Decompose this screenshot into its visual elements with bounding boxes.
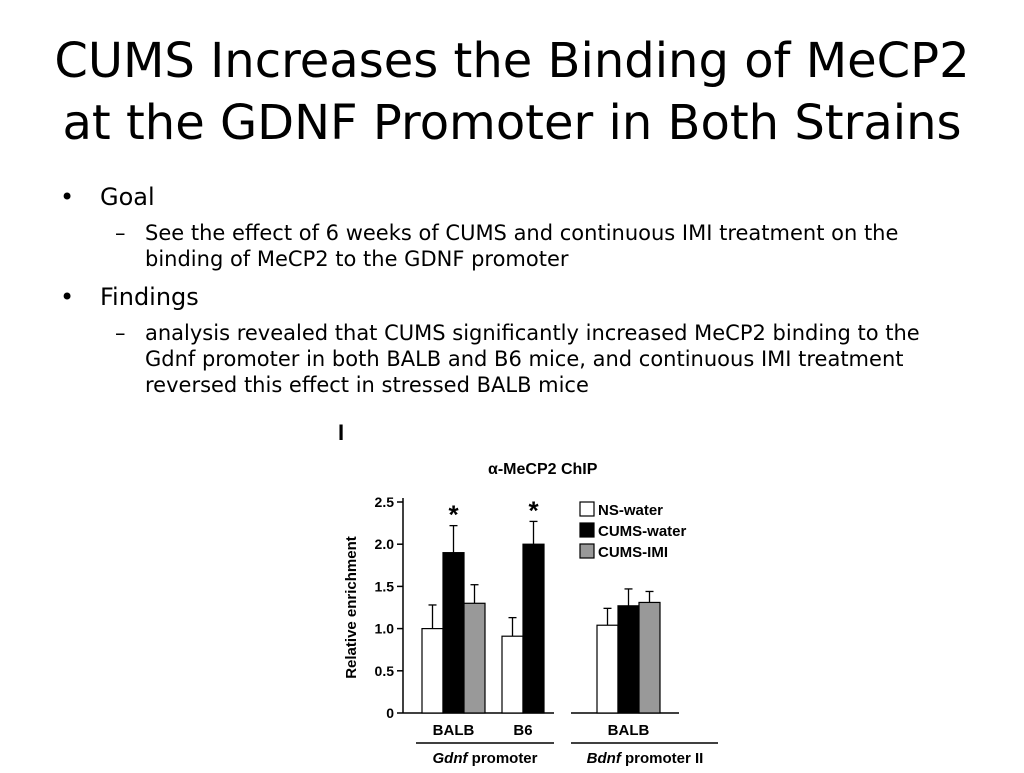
slide-title: CUMS Increases the Binding of MeCP2 at t…	[40, 30, 984, 154]
title-line-2: at the GDNF Promoter in Both Strains	[62, 95, 962, 151]
y-tick-label: 2.5	[375, 494, 395, 510]
bar-chart: Iα-MeCP2 ChIP 0 0.5 1.0 1.5 2.0 2.5 Relative en…	[338, 420, 718, 767]
bar-cums-water	[617, 605, 640, 714]
sub-bullet-findings: – analysis revealed that CUMS significan…	[60, 320, 945, 398]
legend-label: CUMS-IMI	[598, 544, 668, 561]
y-axis-label: Relative enrichment	[343, 536, 360, 679]
x-category-label: BALB	[608, 722, 650, 739]
x-category-label: BALB	[433, 722, 475, 739]
bullet-findings: • Findings	[60, 282, 980, 312]
bar-cums-water	[522, 543, 545, 714]
y-tick-label: 0	[386, 705, 394, 721]
bullet-dot: •	[60, 283, 75, 311]
y-tick-label: 1.0	[375, 621, 395, 637]
y-tick-label: 0.5	[375, 663, 395, 679]
bullet-list: • Goal – See the effect of 6 weeks of CU…	[60, 182, 980, 408]
sub-bullet-goal: – See the effect of 6 weeks of CUMS and …	[60, 220, 945, 272]
panel-label: I	[338, 420, 344, 445]
bar-ns-water	[501, 635, 524, 714]
bar-cums-imi	[638, 601, 661, 714]
chart-title: α-MeCP2 ChIP	[488, 461, 598, 478]
bullet-goal: • Goal	[60, 182, 980, 212]
sub-bullet-dash: –	[115, 221, 126, 245]
group-label: Bdnf promoter II	[587, 750, 704, 767]
bullet-label: Findings	[100, 283, 199, 311]
significance-mark: *	[448, 500, 459, 530]
group-label-rest: promoter II	[621, 750, 704, 767]
group-label-italic: Bdnf	[587, 750, 623, 767]
group-label-rest: promoter	[467, 750, 537, 767]
legend-swatch	[579, 522, 595, 538]
legend-label: NS-water	[598, 502, 663, 519]
group-label-italic: Gdnf	[432, 750, 469, 767]
bullet-label: Goal	[100, 183, 155, 211]
bullet-dot: •	[60, 183, 75, 211]
sub-bullet-text: analysis revealed that CUMS significantl…	[145, 321, 920, 397]
y-tick-label: 2.0	[375, 536, 395, 552]
bar-ns-water	[596, 624, 619, 714]
significance-mark: *	[528, 495, 539, 525]
bar-cums-water	[442, 552, 465, 714]
x-category-label: B6	[513, 722, 532, 739]
legend-swatch	[579, 501, 595, 517]
sub-bullet-dash: –	[115, 321, 126, 345]
y-tick-label: 1.5	[375, 578, 395, 594]
group-label: Gdnf promoter	[432, 750, 537, 767]
sub-bullet-text: See the effect of 6 weeks of CUMS and co…	[145, 221, 899, 271]
bar-cums-imi	[463, 602, 486, 714]
legend-swatch	[579, 543, 595, 559]
legend-label: CUMS-water	[598, 523, 687, 540]
bar-ns-water	[421, 628, 444, 714]
title-line-1: CUMS Increases the Binding of MeCP2	[54, 33, 970, 89]
